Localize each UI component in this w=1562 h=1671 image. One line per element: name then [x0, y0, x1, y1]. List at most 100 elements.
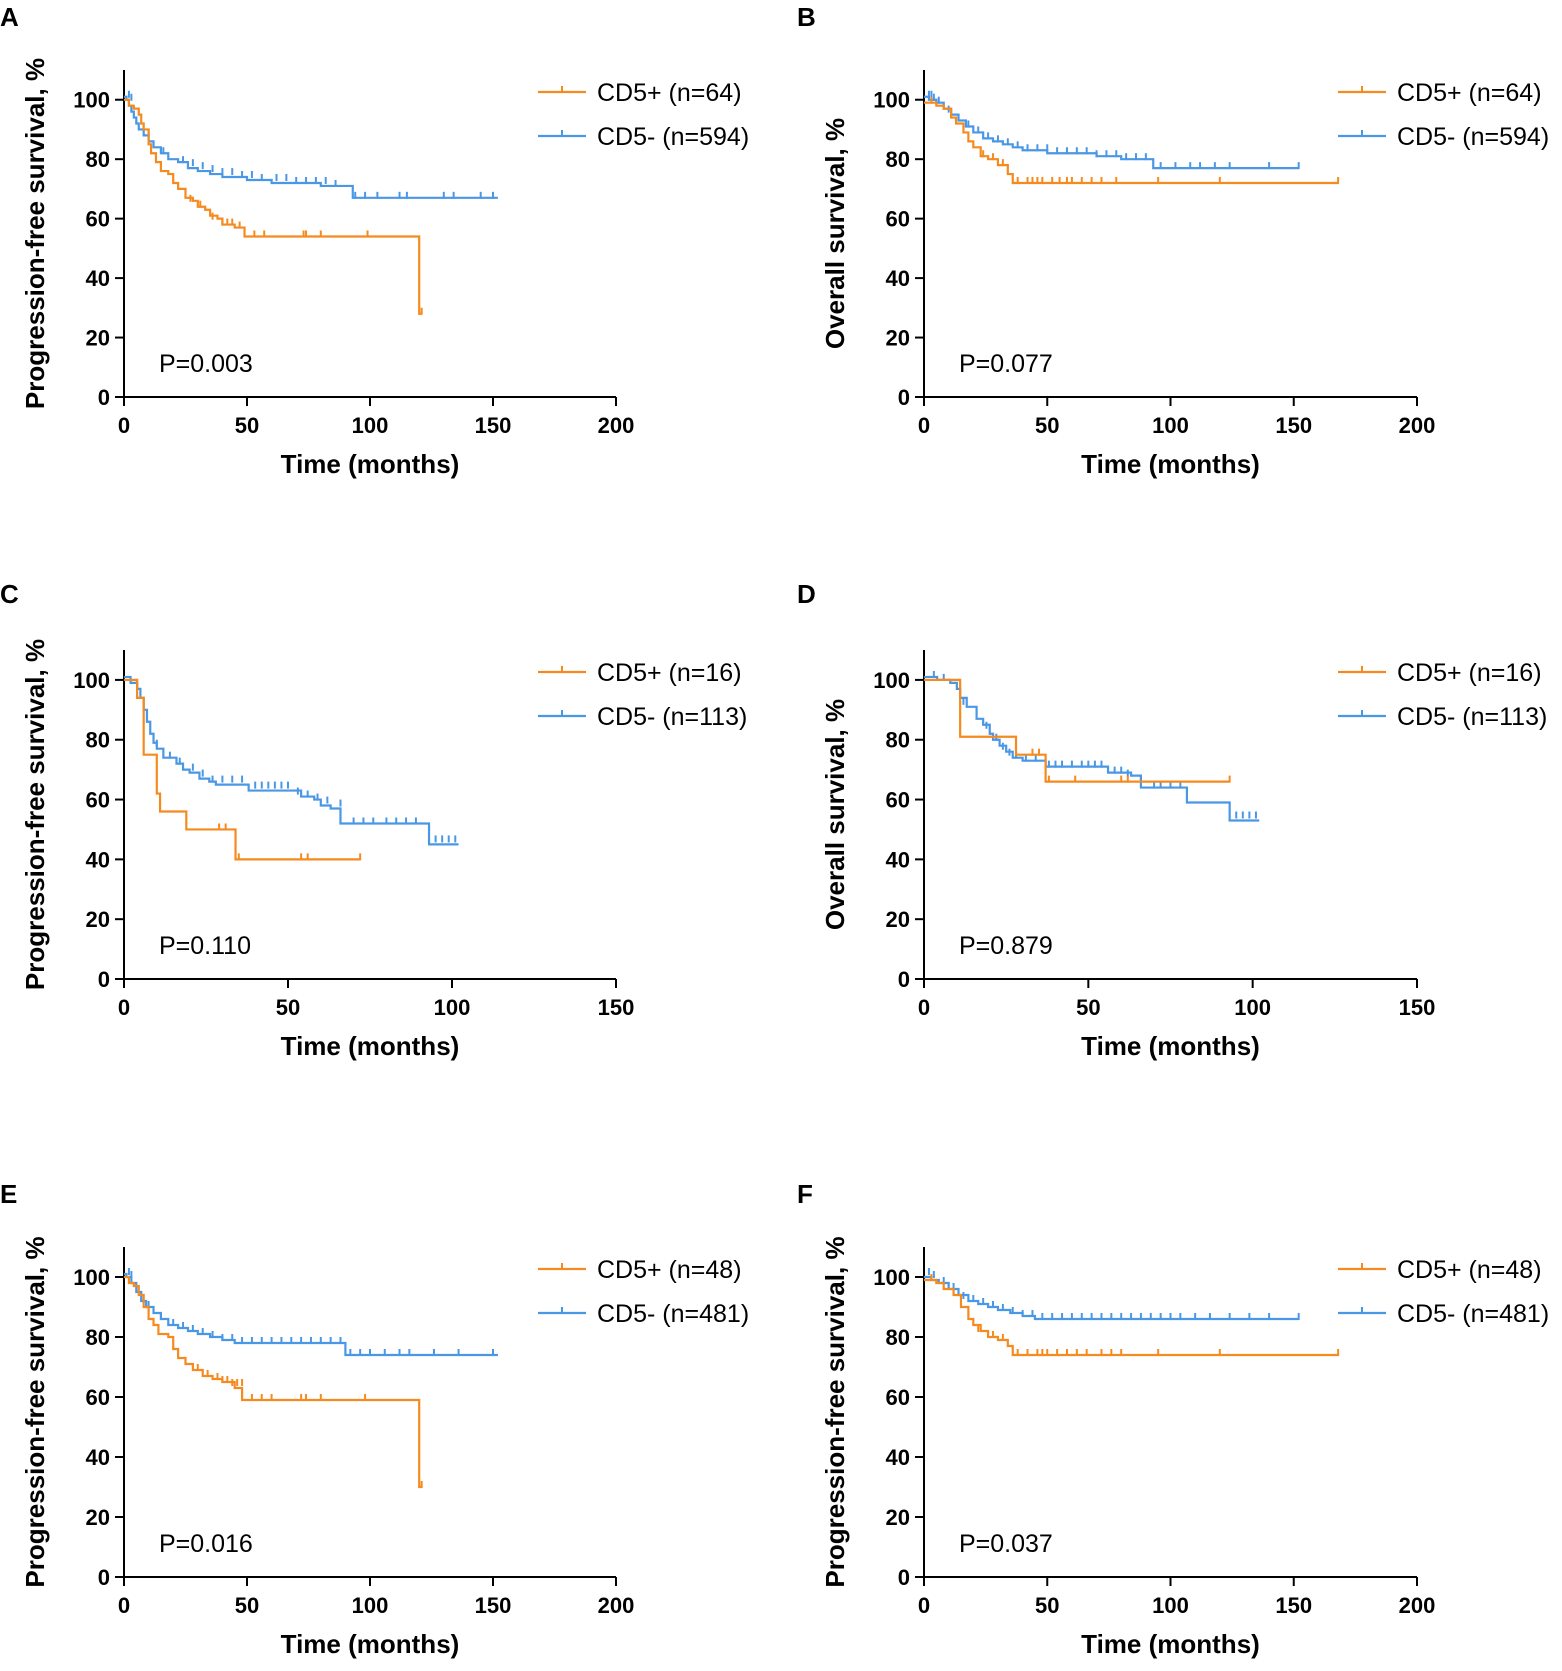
legend-item-cd5-negative: CD5- (n=594) [538, 123, 749, 151]
y-tick-label: 60 [886, 1385, 910, 1410]
legend-label: CD5- (n=113) [597, 703, 747, 731]
p-value-label: P=0.037 [959, 1530, 1053, 1558]
series-cd5-negative [124, 90, 498, 199]
legend-label: CD5+ (n=64) [597, 79, 742, 107]
panel-label-b: B [797, 2, 816, 32]
y-tick-label: 40 [886, 847, 910, 872]
x-tick-label: 150 [475, 1593, 512, 1618]
series-cd5-positive [924, 678, 1231, 783]
series-cd5-positive [924, 96, 1340, 185]
survival-curve [124, 95, 498, 199]
x-tick-label: 50 [235, 1593, 259, 1618]
y-tick-label: 80 [86, 147, 110, 172]
p-value-label: P=0.879 [959, 932, 1053, 960]
y-tick-label: 0 [898, 967, 910, 992]
y-tick-label: 20 [86, 1505, 110, 1530]
y-tick-label: 100 [73, 668, 110, 693]
series-cd5-negative [924, 90, 1300, 170]
x-axis-title: Time (months) [281, 1031, 460, 1061]
x-tick-label: 100 [1152, 413, 1189, 438]
y-tick-label: 40 [86, 847, 110, 872]
y-tick-label: 80 [886, 1325, 910, 1350]
survival-curve [924, 101, 1339, 185]
y-tick-label: 60 [86, 788, 110, 813]
p-value-label: P=0.003 [159, 350, 253, 378]
survival-curve [924, 678, 1230, 783]
x-axis-title: Time (months) [1081, 1031, 1260, 1061]
legend-item-cd5-positive: CD5+ (n=16) [1338, 659, 1542, 687]
legend-label: CD5- (n=594) [597, 123, 749, 151]
x-tick-label: 0 [918, 413, 930, 438]
y-tick-label: 40 [86, 266, 110, 291]
x-tick-label: 100 [1152, 1593, 1189, 1618]
legend-item-cd5-negative: CD5- (n=481) [538, 1300, 749, 1328]
panel-f: F 0 20 40 60 80 100 0 50 100 150 200 Time (months) Pr… [797, 1179, 1549, 1659]
panel-label-d: D [797, 579, 816, 609]
y-tick-label: 0 [98, 385, 110, 410]
p-value-label: P=0.110 [159, 932, 251, 960]
y-tick-label: 80 [86, 1325, 110, 1350]
y-tick-label: 20 [86, 907, 110, 932]
x-tick-label: 150 [1275, 1593, 1312, 1618]
p-value-label: P=0.077 [959, 350, 1053, 378]
legend-label: CD5+ (n=16) [1397, 659, 1542, 687]
panel-label-c: C [0, 579, 19, 609]
y-tick-label: 100 [873, 668, 910, 693]
legend-item-cd5-negative: CD5- (n=113) [538, 703, 747, 731]
survival-curve [124, 1275, 422, 1489]
y-axis-title: Progression-free survival, % [20, 1236, 50, 1587]
y-axis-title: Progression-free survival, % [820, 1236, 850, 1587]
y-tick-label: 60 [86, 207, 110, 232]
legend-label: CD5- (n=594) [1397, 123, 1549, 151]
x-axis-title: Time (months) [1081, 449, 1260, 479]
survival-curve [924, 1275, 1299, 1321]
x-tick-label: 50 [1076, 995, 1100, 1020]
legend-label: CD5+ (n=16) [597, 659, 742, 687]
legend-item-cd5-negative: CD5- (n=481) [1338, 1300, 1549, 1328]
y-axis-title: Overall survival, % [820, 118, 850, 349]
x-tick-label: 150 [1275, 413, 1312, 438]
y-tick-label: 0 [898, 385, 910, 410]
x-tick-label: 0 [918, 1593, 930, 1618]
y-tick-label: 40 [886, 1445, 910, 1470]
y-tick-label: 20 [86, 326, 110, 351]
panel-b: B 0 20 40 60 80 100 0 50 100 150 200 Time (months) Ov… [797, 2, 1549, 479]
series-cd5-negative [124, 675, 459, 846]
x-tick-label: 200 [598, 1593, 635, 1618]
y-tick-label: 20 [886, 1505, 910, 1530]
y-tick-label: 80 [86, 728, 110, 753]
panel-label-a: A [0, 2, 19, 32]
x-tick-label: 0 [118, 995, 130, 1020]
series-cd5-negative [924, 1268, 1300, 1321]
y-tick-label: 80 [886, 147, 910, 172]
x-tick-label: 50 [276, 995, 300, 1020]
y-tick-label: 40 [886, 266, 910, 291]
series-cd5-positive [924, 1274, 1340, 1357]
x-axis-title: Time (months) [281, 1629, 460, 1659]
y-tick-label: 0 [898, 1565, 910, 1590]
legend-label: CD5+ (n=48) [597, 1256, 742, 1284]
survival-curve [924, 1278, 1339, 1357]
y-tick-label: 20 [886, 907, 910, 932]
survival-curve [924, 675, 1260, 822]
x-axis-title: Time (months) [281, 449, 460, 479]
y-tick-label: 20 [886, 326, 910, 351]
legend-label: CD5+ (n=48) [1397, 1256, 1542, 1284]
y-tick-label: 100 [873, 1265, 910, 1290]
x-tick-label: 0 [118, 413, 130, 438]
series-cd5-positive [124, 1275, 423, 1489]
x-tick-label: 150 [475, 413, 512, 438]
panel-label-e: E [0, 1179, 17, 1209]
x-tick-label: 50 [1035, 413, 1059, 438]
x-tick-label: 100 [1234, 995, 1271, 1020]
y-tick-label: 80 [886, 728, 910, 753]
panel-c: C 0 20 40 60 80 100 0 50 100 150 Time (months) Progr… [0, 579, 747, 1061]
y-tick-label: 0 [98, 1565, 110, 1590]
y-tick-label: 60 [886, 207, 910, 232]
y-tick-label: 100 [73, 1265, 110, 1290]
x-tick-label: 200 [598, 413, 635, 438]
x-tick-label: 150 [1399, 995, 1436, 1020]
legend-item-cd5-positive: CD5+ (n=64) [1338, 79, 1542, 107]
panel-label-f: F [797, 1179, 813, 1209]
